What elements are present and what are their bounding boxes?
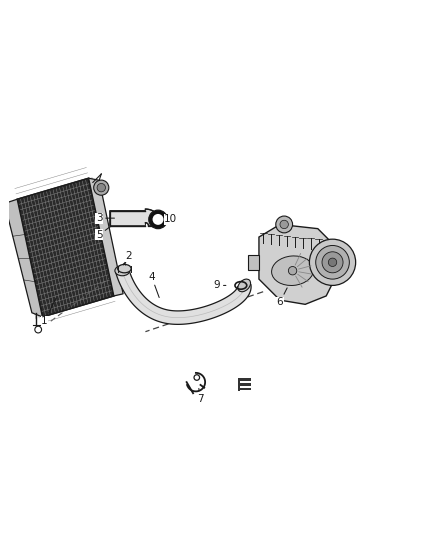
Polygon shape bbox=[110, 209, 162, 225]
FancyBboxPatch shape bbox=[238, 388, 251, 390]
Circle shape bbox=[288, 266, 297, 275]
Text: 4: 4 bbox=[148, 272, 159, 297]
Text: 7: 7 bbox=[197, 389, 203, 404]
Circle shape bbox=[276, 216, 293, 233]
Circle shape bbox=[94, 180, 109, 195]
Circle shape bbox=[328, 258, 337, 266]
Circle shape bbox=[97, 183, 106, 192]
Polygon shape bbox=[110, 209, 145, 225]
Ellipse shape bbox=[118, 264, 131, 273]
Text: 10: 10 bbox=[164, 214, 177, 224]
Ellipse shape bbox=[238, 279, 251, 292]
Circle shape bbox=[152, 214, 163, 225]
Text: 9: 9 bbox=[214, 280, 226, 290]
Ellipse shape bbox=[115, 265, 130, 276]
Text: 1: 1 bbox=[41, 298, 56, 326]
Text: 6: 6 bbox=[277, 288, 287, 307]
Ellipse shape bbox=[272, 256, 314, 286]
Text: 5: 5 bbox=[96, 226, 111, 240]
Circle shape bbox=[149, 210, 167, 229]
Polygon shape bbox=[259, 224, 339, 304]
Polygon shape bbox=[116, 269, 251, 325]
FancyBboxPatch shape bbox=[238, 378, 251, 381]
Polygon shape bbox=[248, 255, 259, 270]
Circle shape bbox=[35, 326, 42, 333]
FancyBboxPatch shape bbox=[238, 383, 251, 385]
Circle shape bbox=[194, 375, 200, 380]
FancyBboxPatch shape bbox=[238, 377, 240, 391]
Circle shape bbox=[280, 220, 288, 229]
Circle shape bbox=[316, 246, 350, 279]
Text: 2: 2 bbox=[125, 251, 132, 265]
Text: 3: 3 bbox=[96, 213, 114, 223]
Polygon shape bbox=[4, 199, 42, 317]
Circle shape bbox=[309, 239, 356, 286]
Polygon shape bbox=[88, 178, 123, 296]
Circle shape bbox=[322, 252, 343, 273]
Polygon shape bbox=[17, 178, 114, 317]
